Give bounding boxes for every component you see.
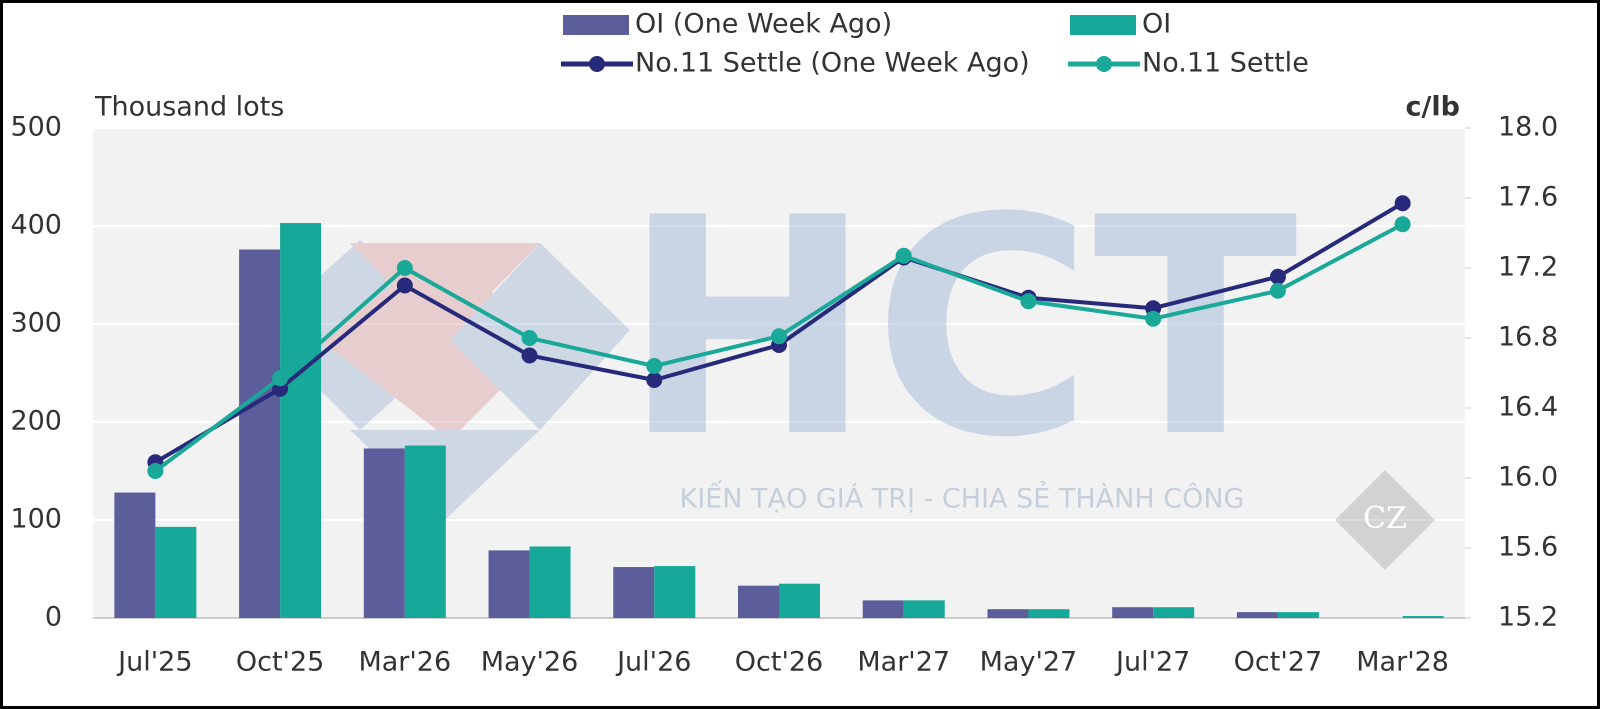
bar [1277, 612, 1319, 618]
plot-area [93, 128, 1465, 618]
bar [529, 546, 571, 618]
bar [280, 223, 322, 618]
line-point [895, 247, 912, 264]
line-point [521, 330, 538, 346]
line-point [646, 358, 663, 374]
bar [239, 249, 281, 618]
bar [903, 600, 945, 618]
line-point [396, 260, 413, 276]
watermark-slogan: KIẾN TẠO GIÁ TRỊ - CHIA SẺ THÀNH CÔNG [680, 480, 1245, 515]
y-tick-label: 400 [10, 210, 62, 241]
line-point [396, 277, 413, 294]
y2-tick-label: 16.8 [1498, 322, 1558, 353]
bar [738, 585, 779, 618]
y-tick-label: 200 [10, 406, 62, 437]
x-tick-label: Mar'28 [1356, 647, 1449, 678]
watermark-badge-shape [1335, 470, 1435, 570]
bar [155, 526, 197, 618]
bar [1402, 616, 1444, 618]
bar [363, 448, 405, 618]
bar [613, 567, 655, 618]
line-point [521, 347, 538, 364]
x-tick-label: Oct'27 [1234, 647, 1322, 678]
y2-tick-label: 15.6 [1498, 532, 1558, 563]
line-point [1394, 216, 1411, 233]
y-tick-label: 500 [10, 112, 62, 143]
line-point [646, 372, 663, 388]
line-point [1394, 195, 1411, 212]
legend-swatch [1096, 56, 1112, 72]
y2-tick-label: 17.2 [1498, 252, 1558, 283]
line-point [147, 463, 164, 479]
bar [654, 566, 696, 618]
x-tick-label: Jul'25 [116, 647, 192, 678]
x-tick-label: Oct'26 [735, 647, 823, 678]
legend-swatch [563, 15, 629, 35]
y2-tick-label: 16.4 [1498, 392, 1558, 423]
watermark-shape [320, 250, 550, 440]
watermark-shape [450, 243, 630, 430]
legend-label: OI [1142, 9, 1171, 40]
x-tick-label: Jul'26 [615, 647, 691, 678]
x-tick-label: Jul'27 [1114, 647, 1190, 678]
legend-label: No.11 Settle (One Week Ago) [635, 48, 1030, 79]
watermark-badge: CZ [1363, 501, 1407, 536]
y2-tick-label: 16.0 [1498, 462, 1558, 493]
watermark-logo: HCT [622, 154, 1299, 503]
bar [114, 492, 156, 618]
x-tick-label: Mar'27 [857, 647, 950, 678]
x-tick-label: Oct'25 [236, 647, 324, 678]
x-tick-label: Mar'26 [358, 647, 451, 678]
y-tick-label: 300 [10, 308, 62, 339]
bar [862, 600, 904, 618]
x-tick-label: May'26 [481, 647, 579, 678]
y-axis-label: Thousand lots [94, 92, 284, 123]
legend-label: OI (One Week Ago) [635, 9, 892, 40]
bar [1112, 607, 1154, 618]
line-point [272, 370, 289, 387]
y2-tick-label: 18.0 [1498, 112, 1558, 143]
x-tick-label: May'27 [980, 647, 1078, 678]
line-point [1269, 282, 1286, 299]
y2-tick-label: 17.6 [1498, 182, 1558, 213]
y-tick-label: 0 [45, 602, 62, 633]
y2-tick-label: 15.2 [1498, 602, 1558, 633]
legend-swatch [589, 56, 605, 72]
bar [404, 445, 446, 618]
bar [1153, 607, 1195, 618]
bar [488, 550, 530, 618]
bar [1236, 612, 1278, 618]
line-point [1269, 268, 1286, 285]
line-point [1020, 293, 1037, 310]
bar [1028, 609, 1070, 618]
line-point [1145, 310, 1162, 327]
y2-axis-label: c/lb [1406, 92, 1460, 123]
legend-swatch [1070, 15, 1136, 35]
line-point [771, 328, 787, 345]
bar [779, 583, 820, 618]
legend-label: No.11 Settle [1142, 48, 1309, 79]
bar [987, 609, 1029, 618]
y-tick-label: 100 [10, 504, 62, 535]
